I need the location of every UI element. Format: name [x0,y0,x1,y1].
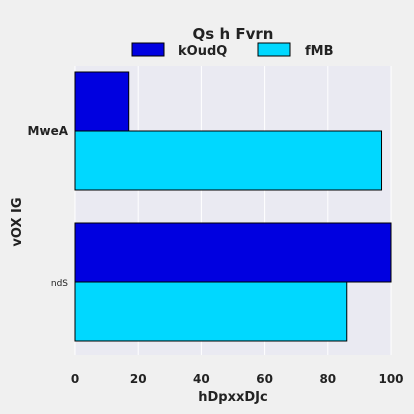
legend: kOudQ fMB [131,42,334,59]
x-tick-label-4: 80 [319,372,336,386]
y-tick-label-1: ndS [51,279,68,289]
y-axis-label: vOX IG [10,197,25,246]
bars [74,71,392,342]
bar-MweA-fMB [74,130,383,191]
legend-label-0: kOudQ [178,44,227,59]
legend-swatch-0 [131,42,165,57]
bar-ndS-fMB [74,281,348,342]
x-tick-label-2: 40 [193,372,210,386]
x-tick-label-5: 100 [378,372,403,386]
y-tick-label-0: MweA [28,124,69,138]
bar-ndS-kOudQ [74,222,392,283]
y-axis-ticks: MweA ndS [28,124,69,289]
x-axis-ticks: 0 20 40 60 80 100 [71,372,404,386]
x-axis-label: hDpxxDJc [198,390,267,405]
bar-MweA-kOudQ [74,71,130,132]
legend-label-1: fMB [305,44,334,59]
chart-title: Qs h Fvrn [193,25,274,43]
x-tick-label-0: 0 [71,372,79,386]
x-tick-label-1: 20 [130,372,147,386]
x-tick-label-3: 60 [256,372,273,386]
legend-swatch-1 [257,42,291,57]
